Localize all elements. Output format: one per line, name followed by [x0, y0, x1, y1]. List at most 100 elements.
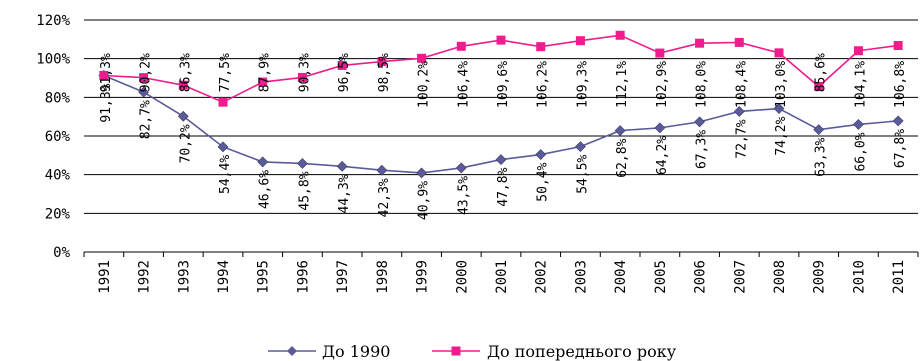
x-tick-label: 2011 [891, 260, 907, 294]
data-point-marker [773, 103, 785, 114]
data-point-marker [694, 116, 705, 128]
data-point-marker [495, 154, 507, 166]
data-label: 54,5% [575, 154, 590, 193]
legend-label-series-1: До 1990 [322, 342, 390, 361]
data-label: 106,8% [893, 61, 908, 108]
x-tick-label: 2005 [653, 260, 669, 294]
data-point-marker [655, 48, 665, 58]
y-tick-label: 60% [45, 129, 71, 145]
data-label: 46,6% [258, 170, 273, 209]
data-point-marker [99, 70, 109, 80]
data-point-marker [297, 72, 307, 82]
data-label: 47,8% [496, 167, 511, 206]
data-point-marker [417, 53, 427, 63]
x-tick-label: 1993 [176, 260, 192, 294]
data-label: 63,3% [814, 137, 829, 176]
data-labels: 91,3% 82,7% 70,2% 54,4% 46,6% 45,8% 44,3% 42,3%… [99, 53, 908, 220]
x-tick-label: 1995 [256, 260, 272, 294]
data-label: 108,0% [695, 61, 710, 108]
data-label: 82,7% [139, 100, 154, 139]
x-tick-label: 2001 [494, 260, 510, 294]
data-point-marker [377, 57, 387, 67]
data-point-marker [575, 141, 586, 153]
data-label: 45,8% [297, 171, 312, 210]
data-point-marker [535, 149, 547, 160]
y-tick-label: 20% [45, 206, 71, 222]
data-label: 50,4% [536, 162, 551, 201]
data-label: 43,5% [456, 176, 471, 215]
x-tick-label: 1991 [97, 260, 113, 294]
x-tick-label: 2009 [812, 260, 828, 294]
x-tick-label: 2003 [573, 260, 589, 294]
gridlines [84, 19, 918, 253]
y-tick-label: 100% [36, 52, 70, 68]
data-label: 103,0% [774, 61, 789, 108]
legend-label-series-2: До попереднього року [487, 342, 677, 361]
x-tick-label: 1996 [295, 260, 311, 294]
y-tick-label: 40% [45, 168, 71, 184]
data-label: 100,2% [417, 61, 432, 108]
data-label: 44,3% [337, 174, 352, 213]
data-label: 106,2% [536, 61, 551, 108]
data-point-marker [893, 41, 903, 51]
data-point-marker [733, 106, 745, 117]
y-tick-label: 80% [45, 90, 71, 106]
data-label: 74,2% [774, 116, 789, 155]
y-tick-label: 120% [36, 13, 70, 29]
data-label: 62,8% [615, 138, 630, 177]
x-tick-label: 1992 [137, 260, 153, 294]
x-tick-label: 2007 [732, 260, 748, 294]
data-point-marker [814, 82, 824, 92]
legend: До 1990 До попереднього року [268, 342, 677, 361]
data-point-marker [336, 160, 348, 172]
data-label: 40,9% [417, 181, 432, 220]
x-tick-label: 2008 [772, 260, 788, 294]
x-tick-label: 1997 [335, 260, 351, 294]
data-label: 54,4% [218, 155, 233, 194]
x-tick-label: 2010 [851, 260, 867, 294]
x-axis [83, 252, 919, 257]
data-point-marker [376, 164, 388, 176]
data-label: 109,3% [575, 61, 590, 108]
data-point-marker [496, 35, 506, 45]
data-point-marker [456, 41, 466, 51]
data-label: 67,8% [893, 129, 908, 168]
data-label: 42,3% [377, 178, 392, 217]
data-point-marker [853, 118, 864, 130]
legend-diamond-marker [287, 346, 297, 356]
data-label: 64,2% [655, 136, 670, 175]
data-point-marker [257, 156, 269, 168]
data-label: 109,6% [496, 61, 511, 108]
data-label: 112,1% [615, 61, 630, 108]
data-label: 108,4% [734, 61, 749, 108]
y-tick-label: 0% [53, 245, 70, 261]
data-label: 66,0% [853, 132, 868, 171]
data-point-marker [218, 97, 228, 107]
data-label: 72,7% [734, 119, 749, 158]
data-point-marker [575, 36, 585, 46]
data-point-marker [813, 124, 825, 136]
data-point-marker [258, 77, 268, 87]
data-point-marker [416, 167, 427, 179]
data-label: 90,3% [297, 53, 312, 92]
data-point-marker [297, 158, 308, 169]
x-tick-label: 2006 [693, 260, 709, 294]
data-point-marker [217, 141, 229, 153]
data-point-marker [455, 162, 467, 174]
data-label: 86,3% [178, 53, 193, 92]
data-label: 104,1% [853, 61, 868, 108]
legend-square-marker [451, 346, 461, 356]
data-point-marker [734, 37, 744, 47]
data-point-marker [892, 115, 904, 127]
data-point-marker [615, 30, 625, 40]
data-label: 70,2% [178, 124, 193, 163]
x-tick-label: 2002 [534, 260, 550, 294]
data-point-marker [774, 48, 784, 58]
data-label: 90,2% [139, 53, 154, 92]
y-axis-ticks: 0% 20% 40% 60% 80% 100% 120% [36, 13, 70, 261]
data-point-marker [536, 42, 546, 52]
data-label: 87,9% [258, 53, 273, 92]
data-point-marker [138, 86, 149, 98]
data-label: 91,3% [99, 53, 114, 92]
data-point-marker [654, 122, 666, 134]
